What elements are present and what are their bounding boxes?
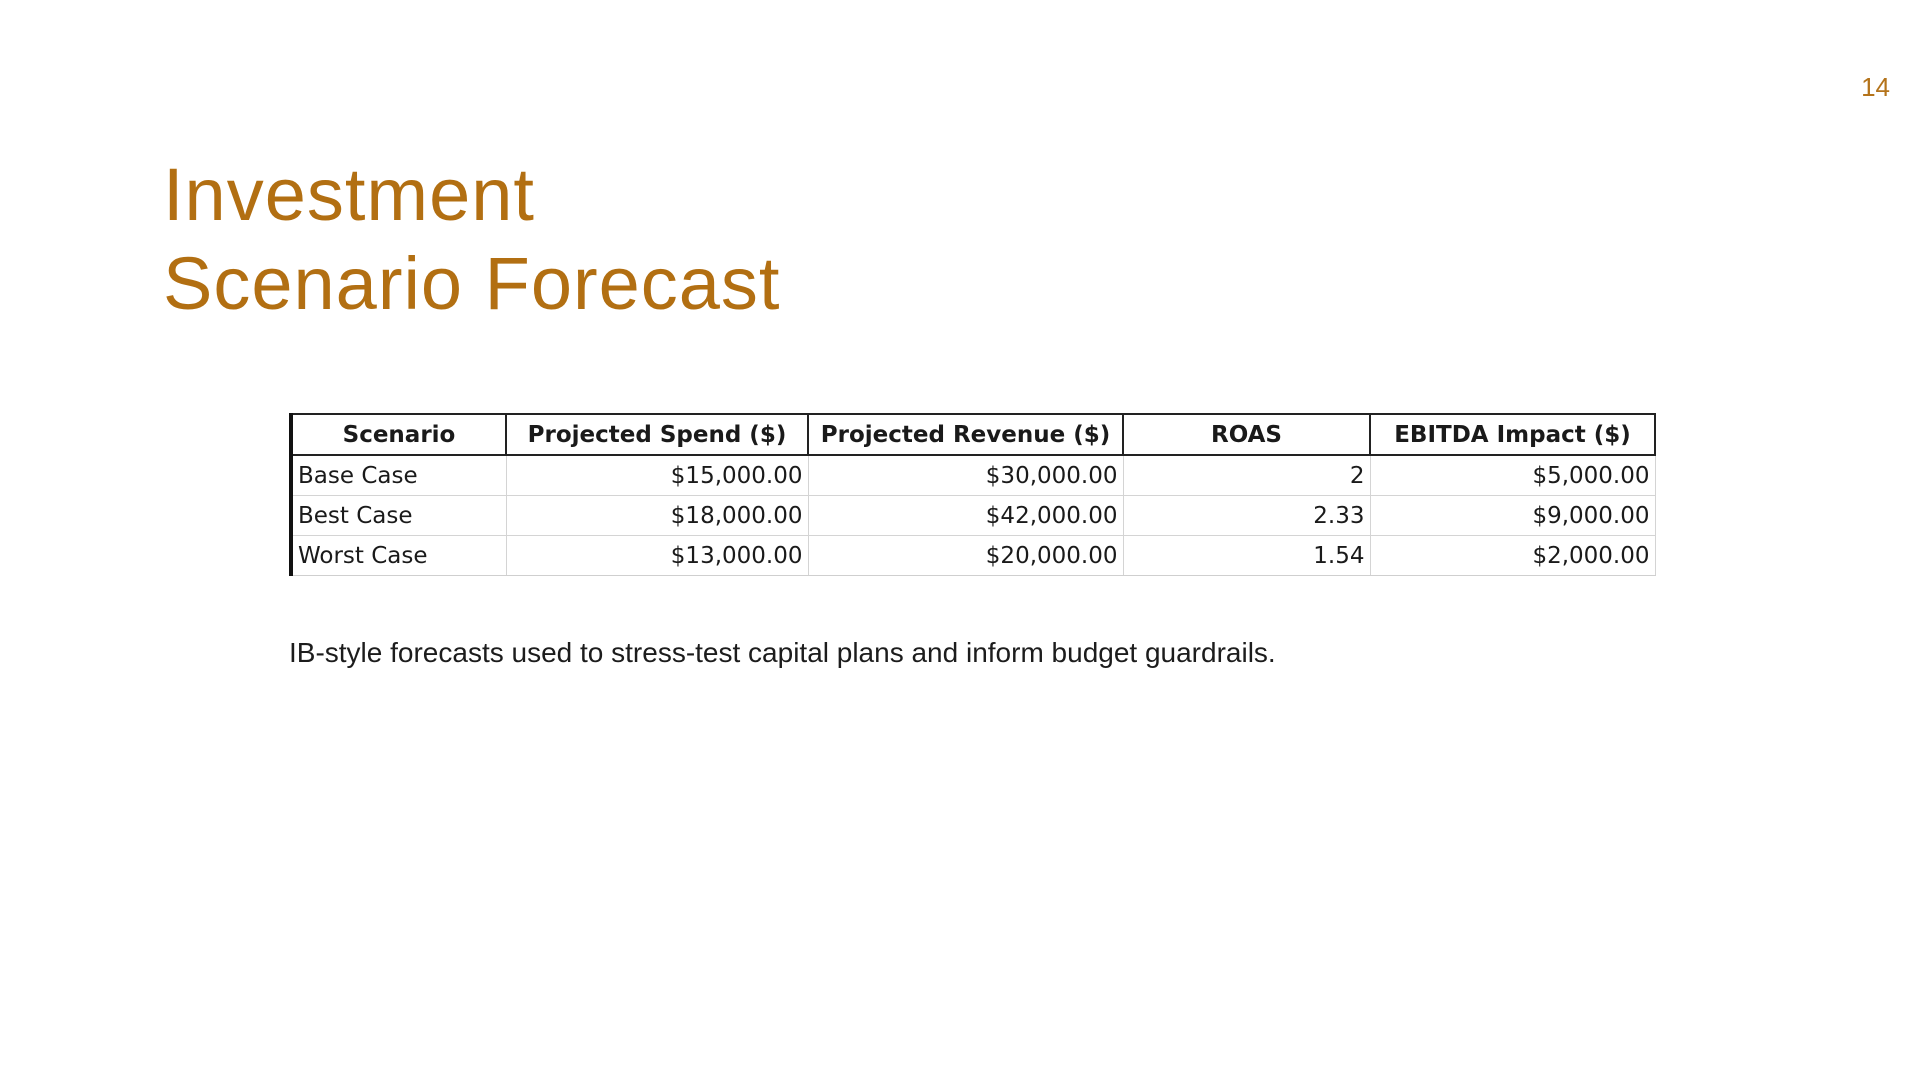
slide-title-line-1: Investment [163,153,535,236]
cell-roas: 2.33 [1122,495,1371,536]
header-scenario: Scenario [291,413,507,456]
header-ebitda-impact: EBITDA Impact ($) [1369,413,1656,456]
table-row: Base Case $15,000.00 $30,000.00 2 $5,000… [290,454,1656,496]
header-projected-spend: Projected Spend ($) [505,413,809,456]
table-row: Worst Case $13,000.00 $20,000.00 1.54 $2… [290,535,1656,576]
table-row: Best Case $18,000.00 $42,000.00 2.33 $9,… [290,495,1656,536]
cell-projected-spend: $13,000.00 [505,535,809,576]
cell-projected-spend: $15,000.00 [505,454,809,496]
cell-scenario: Worst Case [290,535,507,576]
cell-ebitda-impact: $9,000.00 [1369,495,1656,536]
page-number: 14 [1861,72,1890,102]
slide-caption: IB-style forecasts used to stress-test c… [289,637,1276,668]
header-roas: ROAS [1122,413,1371,456]
cell-projected-revenue: $42,000.00 [807,495,1124,536]
table-header-row: Scenario Projected Spend ($) Projected R… [291,413,1656,456]
cell-projected-revenue: $30,000.00 [807,454,1124,496]
cell-ebitda-impact: $5,000.00 [1369,454,1656,496]
cell-roas: 1.54 [1122,535,1371,576]
slide-title-line-2: Scenario Forecast [163,242,781,325]
cell-ebitda-impact: $2,000.00 [1369,535,1656,576]
cell-scenario: Base Case [290,454,507,496]
cell-scenario: Best Case [290,495,507,536]
cell-roas: 2 [1122,454,1371,496]
slide-title: Investment Scenario Forecast [163,150,781,328]
header-projected-revenue: Projected Revenue ($) [807,413,1124,456]
cell-projected-revenue: $20,000.00 [807,535,1124,576]
cell-projected-spend: $18,000.00 [505,495,809,536]
scenario-forecast-table: Scenario Projected Spend ($) Projected R… [289,413,1656,576]
